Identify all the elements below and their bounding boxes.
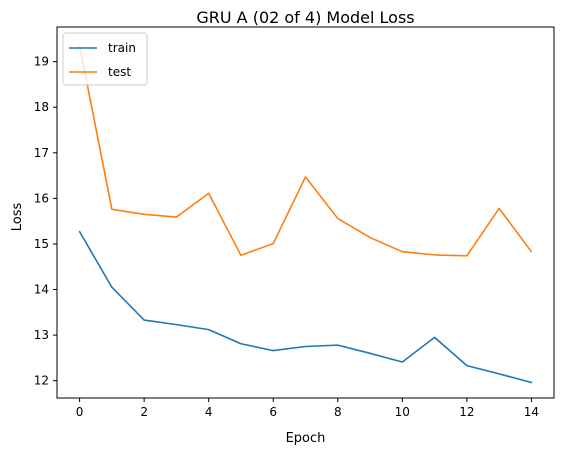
x-tick-label: 12 (459, 405, 474, 419)
y-tick-label: 15 (34, 237, 49, 251)
x-tick-label: 4 (205, 405, 213, 419)
y-tick-label: 19 (34, 55, 49, 69)
x-axis-label: Epoch (286, 431, 326, 446)
x-tick-label: 14 (524, 405, 539, 419)
legend: train test (63, 33, 147, 85)
x-tick-label: 10 (395, 405, 410, 419)
x-tick-label: 8 (334, 405, 342, 419)
legend-label-train: train (108, 41, 136, 55)
y-tick-label: 13 (34, 328, 49, 342)
y-tick-label: 14 (34, 283, 49, 297)
y-tick-label: 18 (34, 100, 49, 114)
y-tick-label: 17 (34, 146, 49, 160)
x-tick-label: 6 (269, 405, 277, 419)
y-tick-label: 16 (34, 191, 49, 205)
y-tick-label: 12 (34, 374, 49, 388)
x-tick-label: 0 (76, 405, 84, 419)
legend-label-test: test (108, 65, 131, 79)
x-tick-label: 2 (140, 405, 148, 419)
y-axis-label: Loss (10, 203, 25, 232)
chart-title: GRU A (02 of 4) Model Loss (196, 8, 414, 27)
